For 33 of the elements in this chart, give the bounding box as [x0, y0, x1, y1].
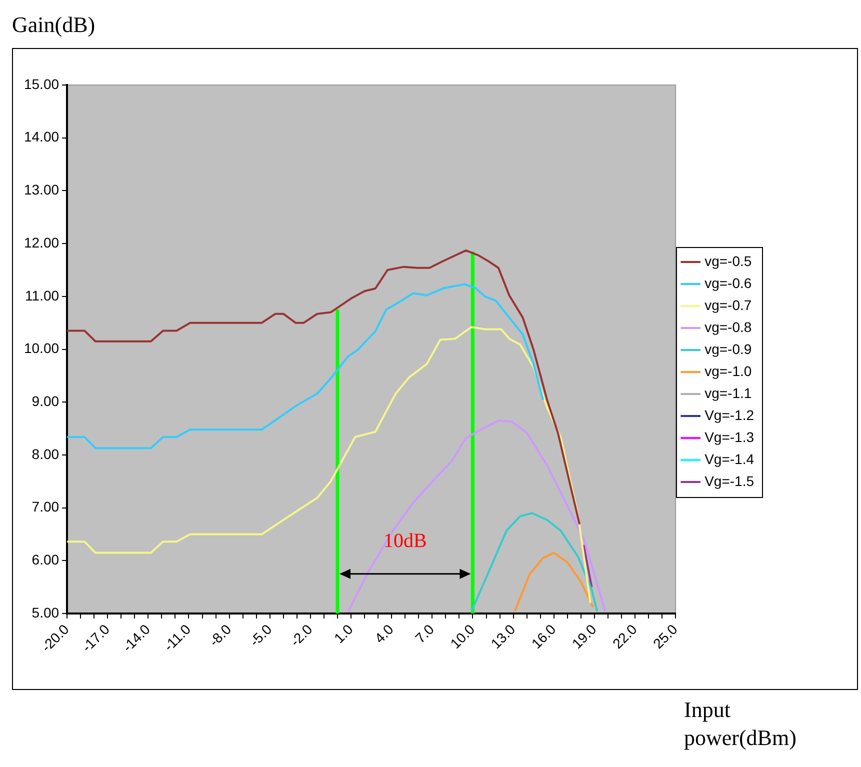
y-tick-label: 11.00 — [25, 287, 60, 304]
legend-label: vg=-0.7 — [704, 296, 752, 313]
y-tick-label: 5.00 — [32, 604, 60, 620]
x-tick-label: 7.0 — [412, 620, 438, 646]
y-tick-label: 6.00 — [32, 552, 60, 568]
y-tick-label: 14.00 — [24, 128, 60, 145]
legend-label: Vg=-1.3 — [704, 428, 754, 445]
y-tick-label: 8.00 — [32, 446, 60, 462]
x-tick-label: 1.0 — [330, 620, 356, 646]
legend-label: vg=-1.0 — [704, 362, 752, 379]
legend-label: vg=-0.9 — [704, 340, 752, 357]
legend-label: vg=-0.5 — [704, 252, 752, 269]
legend-label: vg=-1.1 — [704, 384, 752, 401]
x-tick-label: -2.0 — [286, 620, 316, 650]
x-tick-label: 13.0 — [488, 620, 518, 652]
x-tick-label: 10.0 — [446, 620, 478, 652]
y-tick-label: 7.00 — [32, 498, 60, 515]
x-axis-title: Input power(dBm) — [684, 696, 798, 752]
legend-label: Vg=-1.2 — [704, 406, 754, 423]
y-tick-label: 9.00 — [32, 392, 60, 409]
x-tick-label: -8.0 — [206, 620, 234, 650]
legend-label: vg=-0.6 — [704, 274, 752, 291]
annotation: 10dB — [383, 530, 427, 552]
legend-label: Vg=-1.5 — [704, 472, 754, 489]
y-tick-label: 15.00 — [24, 76, 60, 92]
y-tick-label: 12.00 — [24, 234, 60, 250]
legend-label: Vg=-1.4 — [704, 450, 754, 467]
legend-label: vg=-0.8 — [704, 318, 752, 335]
y-tick-label: 13.00 — [24, 182, 60, 198]
y-tick-label: 10.00 — [24, 340, 60, 356]
y-axis-title: Gain(dB) — [12, 12, 96, 38]
x-tick-label: 4.0 — [371, 620, 397, 646]
x-tick-label: -5.0 — [246, 620, 275, 650]
